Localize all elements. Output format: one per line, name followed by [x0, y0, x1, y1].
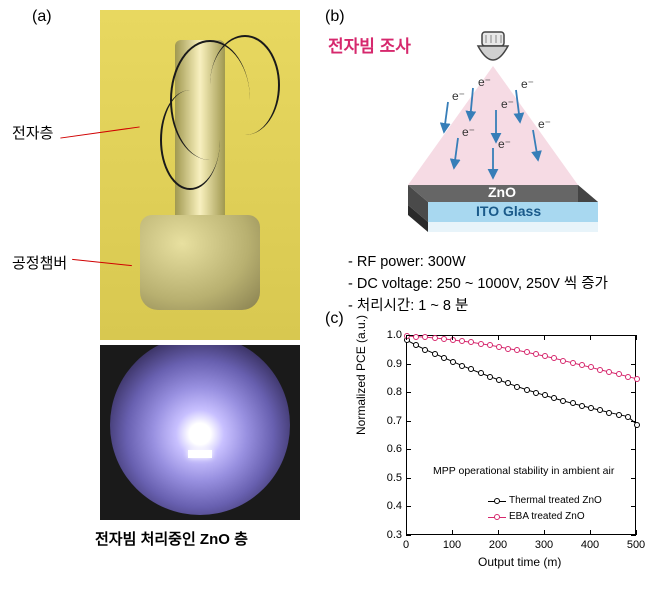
legend-label: Thermal treated ZnO — [509, 493, 602, 509]
svg-text:e⁻: e⁻ — [452, 89, 465, 103]
panel-b-label: (b) — [325, 8, 345, 26]
panel-a-caption: 전자빔 처리중인 ZnO 층 — [95, 528, 248, 549]
y-axis-label: Normalized PCE (a.u.) — [354, 315, 368, 435]
svg-text:e⁻: e⁻ — [462, 125, 475, 139]
svg-text:e⁻: e⁻ — [501, 97, 514, 111]
stability-chart: Normalized PCE (a.u.) Output time (m) MP… — [358, 325, 646, 585]
panel-a-label: (a) — [32, 8, 52, 26]
callout-chamber: 공정챔버 — [12, 252, 67, 273]
svg-text:e⁻: e⁻ — [521, 77, 534, 91]
param-line: - DC voltage: 250 ~ 1000V, 250V 씩 증가 — [348, 274, 608, 296]
plasma-photo — [100, 345, 300, 520]
param-line: - 처리시간: 1 ~ 8 분 — [348, 296, 608, 318]
svg-text:e⁻: e⁻ — [498, 137, 511, 151]
legend-item: Thermal treated ZnO — [488, 493, 602, 509]
x-axis-label: Output time (m) — [478, 555, 561, 569]
beam-diagram: e⁻ e⁻ e⁻ e⁻ e⁻ e⁻ e⁻ ZnO ITO Glass — [348, 30, 638, 248]
param-line: - RF power: 300W — [348, 252, 608, 274]
legend-item: EBA treated ZnO — [488, 509, 602, 525]
svg-text:e⁻: e⁻ — [538, 117, 551, 131]
callout-electron-layer: 전자층 — [12, 122, 53, 143]
svg-text:e⁻: e⁻ — [478, 75, 491, 89]
apparatus-photo — [100, 10, 300, 340]
svg-text:ITO Glass: ITO Glass — [476, 203, 541, 219]
chart-caption: MPP operational stability in ambient air — [433, 465, 614, 477]
chart-legend: Thermal treated ZnO EBA treated ZnO — [488, 493, 602, 525]
panel-b-params: - RF power: 300W - DC voltage: 250 ~ 100… — [348, 252, 608, 317]
panel-c-label: (c) — [325, 310, 344, 328]
legend-label: EBA treated ZnO — [509, 509, 585, 525]
svg-text:ZnO: ZnO — [488, 184, 516, 200]
